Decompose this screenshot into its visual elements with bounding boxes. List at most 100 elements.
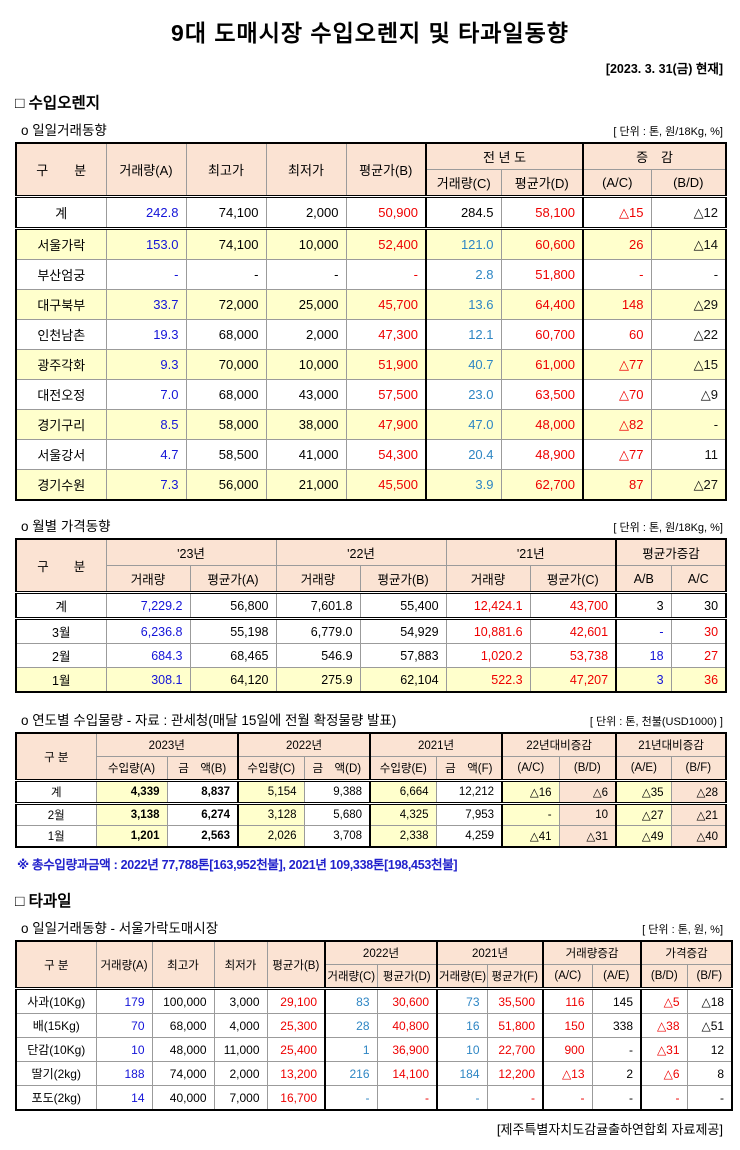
yearly-import-subheader: o 연도별 수입물량 - 자료 : 관세청(매달 15일에 전월 확정물량 발표…: [21, 709, 723, 729]
data-cell: -: [650, 409, 727, 440]
data-cell: △38: [640, 1013, 688, 1038]
data-cell: △14: [650, 228, 727, 260]
col-header-import-c: 수입량(C): [237, 756, 305, 781]
data-cell: 30,600: [376, 988, 438, 1014]
table-row: 계 7,229.2 56,800 7,601.8 55,400 12,424.1 43,70…: [15, 592, 727, 620]
data-cell: 72,000: [185, 289, 267, 320]
data-cell: 50,900: [345, 196, 427, 230]
data-cell: △5: [640, 988, 688, 1014]
table-row: 2월 3,138 6,274 3,128 5,680 4,325 7,953-10 △27 △2…: [15, 803, 727, 826]
row-label: 포도(2kg): [15, 1085, 97, 1111]
row-label: 2월: [15, 643, 107, 668]
row-label: 계: [15, 592, 107, 620]
col-header-bf: (B/F): [670, 756, 727, 781]
data-cell: 45,700: [345, 289, 427, 320]
data-cell: -: [686, 1085, 733, 1111]
row-label: 서울강서: [15, 439, 107, 470]
data-cell: 30: [670, 618, 727, 644]
data-cell: 3,000: [213, 988, 268, 1014]
col-header-avg-b: 평균가(B): [359, 565, 447, 593]
data-cell: -: [591, 1085, 642, 1111]
daily-orange-table: 구 분 거래량(A) 최고가 최저가 평균가(B) 전 년 도 증 감 거래량(…: [15, 142, 728, 501]
col-group-price-change: 가격증감: [640, 940, 733, 965]
monthly-price-unit: [ 단위 : 톤, 원/18Kg, %]: [613, 522, 723, 534]
data-cell: 7.3: [105, 469, 187, 501]
data-cell: △49: [615, 825, 672, 848]
data-cell: 60,700: [500, 319, 584, 350]
data-cell: 3: [615, 667, 672, 693]
monthly-price-subheader: o 월별 가격동향 [ 단위 : 톤, 원/18Kg, %]: [21, 515, 723, 535]
col-header-bd: (B/D): [650, 169, 727, 197]
col-header-high-price: 최고가: [151, 940, 215, 989]
row-label: 인천남촌: [15, 319, 107, 350]
row-label: 3월: [15, 618, 107, 644]
data-cell: 25,300: [266, 1013, 326, 1038]
data-cell: 684.3: [105, 643, 191, 668]
data-cell: 6,274: [166, 803, 239, 826]
data-cell: 62,104: [359, 667, 447, 693]
data-cell: 61,000: [500, 349, 584, 380]
col-header-avg-d: 평균가(D): [500, 169, 584, 197]
data-cell: 3.9: [425, 469, 502, 501]
data-cell: △13: [542, 1061, 593, 1086]
data-cell: 36: [670, 667, 727, 693]
data-cell: 2,000: [265, 319, 347, 350]
data-cell: 60,600: [500, 228, 584, 260]
data-cell: 56,000: [185, 469, 267, 501]
data-cell: 284.5: [425, 196, 502, 230]
data-cell: 18: [615, 643, 672, 668]
data-cell: 10: [558, 803, 617, 826]
col-header-ac: (A/C): [582, 169, 652, 197]
data-cell: 74,100: [185, 228, 267, 260]
data-cell: △35: [615, 780, 672, 805]
col-header-ac: (A/C): [542, 964, 593, 989]
data-cell: 63,500: [500, 379, 584, 410]
col-header-bd: (B/D): [558, 756, 617, 781]
data-cell: 74,100: [185, 196, 267, 230]
data-cell: 70: [95, 1013, 153, 1038]
data-cell: 41,000: [265, 439, 347, 470]
data-cell: △22: [650, 319, 727, 350]
data-cell: 8: [686, 1061, 733, 1086]
data-cell: 1,201: [95, 825, 168, 848]
data-cell: 7.0: [105, 379, 187, 410]
col-header-gubun: 구 분: [15, 732, 97, 781]
table-row: 광주각화 9.3 70,000 10,000 51,900 40.7 61,000 △77 △1…: [15, 349, 727, 380]
col-header-avg-a: 평균가(A): [189, 565, 277, 593]
table-row: 인천남촌 19.3 68,000 2,000 47,300 12.1 60,700 60 △22: [15, 319, 727, 350]
data-cell: 54,300: [345, 439, 427, 470]
col-header-volume: 거래량: [445, 565, 531, 593]
table-row: 단감(10Kg) 10 48,000 11,000 25,400 1 36,900 10 22,…: [15, 1037, 733, 1062]
col-header-import-e: 수입량(E): [369, 756, 437, 781]
data-cell: 2,000: [213, 1061, 268, 1086]
data-cell: 7,229.2: [105, 592, 191, 620]
col-header-volume: 거래량: [275, 565, 361, 593]
data-cell: △40: [670, 825, 727, 848]
data-cell: 3,128: [237, 803, 305, 826]
row-label: 대전오정: [15, 379, 107, 410]
data-cell: 19.3: [105, 319, 187, 350]
col-header-avg-b: 평균가(B): [266, 940, 326, 989]
data-cell: 16: [436, 1013, 488, 1038]
col-header-gubun: 구 분: [15, 940, 97, 989]
data-cell: 11,000: [213, 1037, 268, 1062]
data-cell: 1: [324, 1037, 378, 1062]
col-header-avg-f: 평균가(F): [486, 964, 544, 989]
col-header-amount-f: 금 액(F): [435, 756, 503, 781]
col-group-year-22: '22년: [275, 538, 447, 566]
data-cell: 21,000: [265, 469, 347, 501]
data-cell: 51,800: [500, 259, 584, 290]
col-header-ae: (A/E): [615, 756, 672, 781]
data-cell: 47,900: [345, 409, 427, 440]
data-cell: 47.0: [425, 409, 502, 440]
data-cell: 900: [542, 1037, 593, 1062]
data-cell: △6: [558, 780, 617, 805]
data-cell: △28: [670, 780, 727, 805]
data-cell: 70,000: [185, 349, 267, 380]
data-cell: 87: [582, 469, 652, 501]
data-cell: 38,000: [265, 409, 347, 440]
data-cell: 10,000: [265, 349, 347, 380]
data-cell: △12: [650, 196, 727, 230]
data-cell: 150: [542, 1013, 593, 1038]
